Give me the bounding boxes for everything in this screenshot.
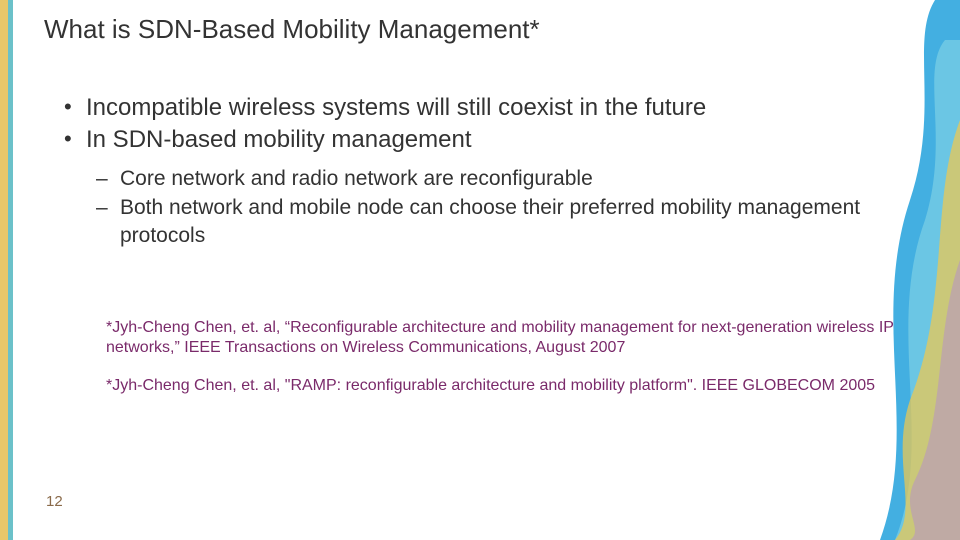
bullet-item: In SDN-based mobility management — [60, 125, 900, 155]
bullet-item: Incompatible wireless systems will still… — [60, 93, 900, 123]
slide-number: 12 — [46, 493, 63, 510]
bullet-item: Both network and mobile node can choose … — [96, 194, 900, 249]
content-area: What is SDN-Based Mobility Management* I… — [44, 14, 900, 251]
reference-line: *Jyh-Cheng Chen, et. al, "RAMP: reconfig… — [106, 376, 920, 396]
references-block: *Jyh-Cheng Chen, et. al, “Reconfigurable… — [106, 318, 920, 414]
reference-line: *Jyh-Cheng Chen, et. al, “Reconfigurable… — [106, 318, 920, 358]
slide: What is SDN-Based Mobility Management* I… — [0, 0, 960, 540]
bullet-list-level1: Incompatible wireless systems will still… — [60, 93, 900, 155]
left-stripe-decoration — [0, 0, 20, 540]
bullet-list-level2: Core network and radio network are recon… — [96, 165, 900, 249]
bullet-item: Core network and radio network are recon… — [96, 165, 900, 192]
slide-title: What is SDN-Based Mobility Management* — [44, 14, 900, 45]
